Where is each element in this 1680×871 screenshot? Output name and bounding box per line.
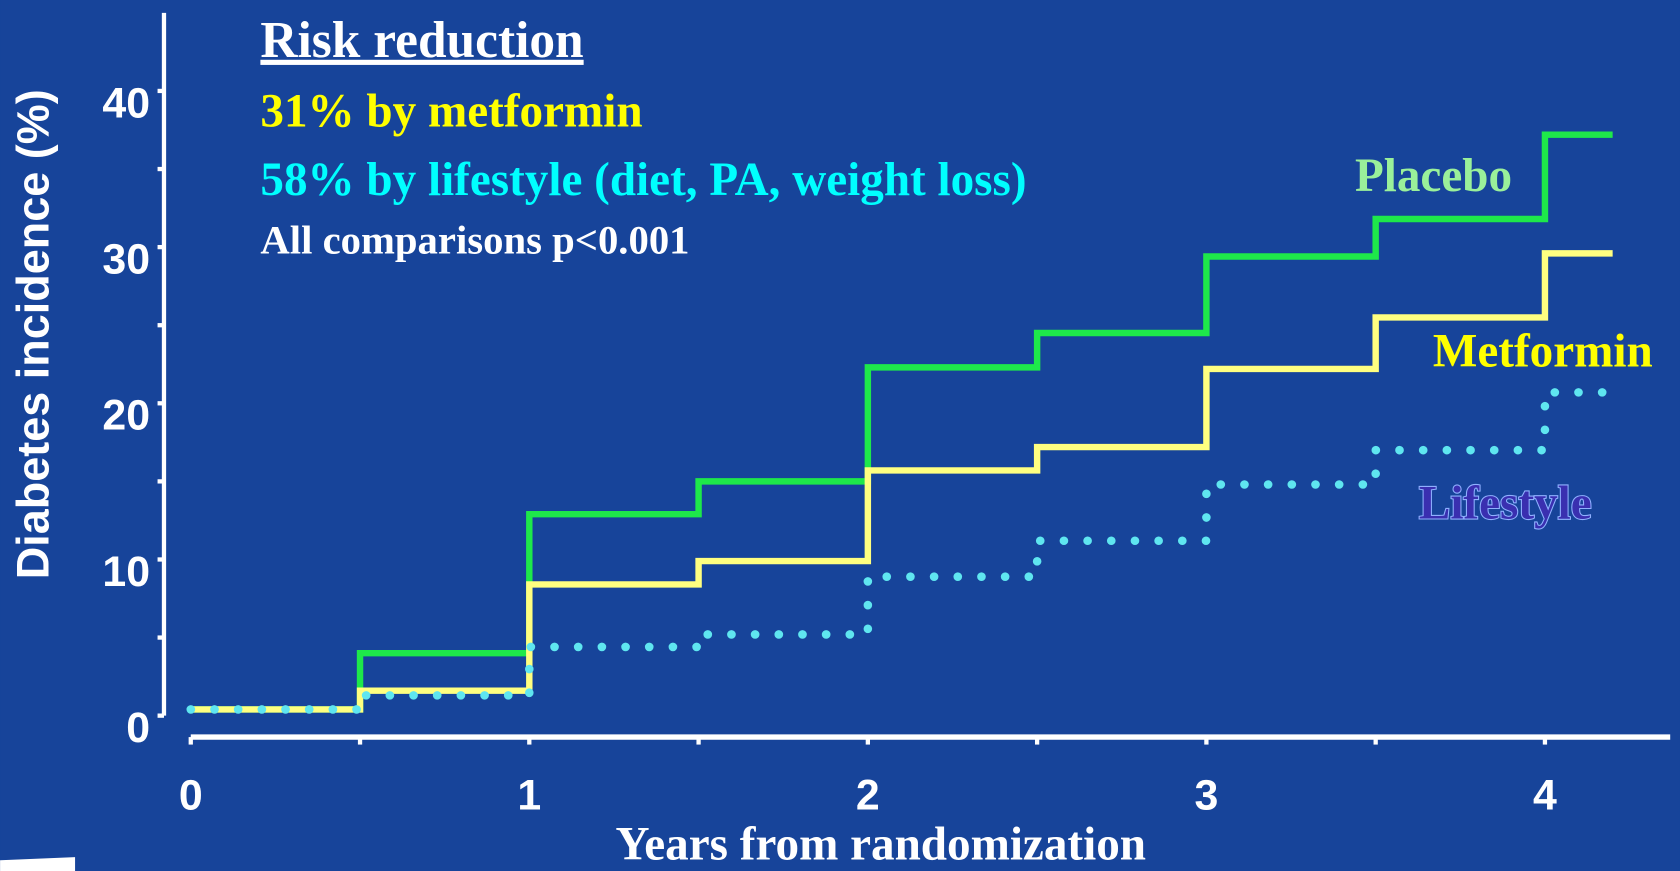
series-line [190,131,1613,713]
x-tick-label: 1 [517,771,541,819]
x-tick-label: 4 [1533,771,1557,819]
annotation: 31% by metformin [260,86,642,138]
chart-title: Risk reduction [260,12,583,69]
series-line [190,250,1613,713]
annotation: 58% by lifestyle (diet, PA, weight loss) [260,154,1026,206]
y-tick-label: 30 [102,235,150,283]
y-axis-label: Diabetes incidence (%) [7,89,58,579]
annotation: All comparisons p<0.001 [260,218,689,263]
y-tick-label: 0 [126,704,150,752]
x-tick-label: 3 [1194,771,1218,819]
series-label: Metformin [1433,325,1653,377]
series-label: Lifestyle [1419,478,1592,530]
x-tick-label: 2 [856,771,880,819]
x-axis-label: Years from randomization [615,818,1146,870]
y-tick-label: 10 [102,548,150,596]
y-tick-label: 20 [102,392,150,440]
corner-decoration [0,857,76,871]
y-tick-label: 40 [102,79,150,127]
x-tick-label: 0 [179,771,203,819]
series-label: Placebo [1355,150,1512,202]
